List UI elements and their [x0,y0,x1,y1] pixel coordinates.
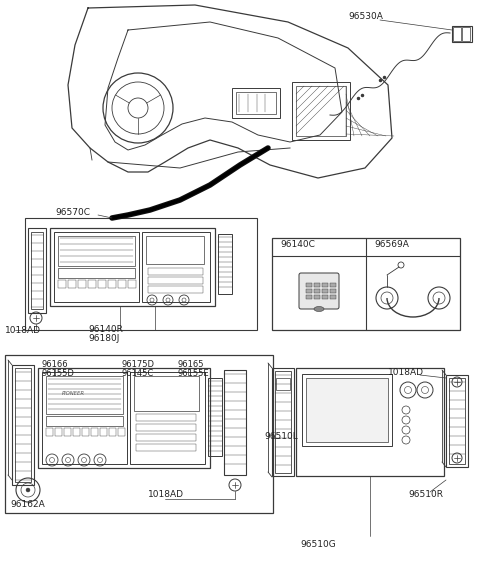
Text: 1018AD: 1018AD [148,490,184,499]
Text: 96162A: 96162A [10,500,45,509]
Bar [118,428,125,436]
Bar [109,428,116,436]
Bar [68,280,76,288]
Bar [38,368,210,468]
Text: 1018AD: 1018AD [388,368,424,377]
Text: 96530A: 96530A [348,12,383,21]
Bar [236,92,276,114]
Bar [78,280,86,288]
Text: 96175D: 96175D [122,360,155,369]
Bar [224,370,246,475]
Bar [276,378,290,390]
Bar [306,283,312,287]
Bar [232,88,280,118]
Bar [330,283,336,287]
Bar [446,375,468,467]
Bar [5,355,273,513]
Bar [50,228,215,306]
Bar [28,228,46,313]
Bar [453,27,461,41]
Text: 96510R: 96510R [408,490,443,499]
Text: 96510G: 96510G [300,540,336,549]
Bar [302,374,392,446]
Text: 96570C: 96570C [55,208,90,217]
Bar [142,232,210,302]
Bar [64,428,71,436]
Bar [136,434,196,441]
Bar [296,368,444,476]
Bar [148,286,203,293]
Bar [54,232,139,302]
Bar [146,236,204,264]
Bar [73,428,80,436]
Bar [108,280,116,288]
Bar [306,295,312,299]
Bar [314,283,320,287]
Bar [322,295,328,299]
Bar [46,428,53,436]
Bar [314,289,320,293]
FancyBboxPatch shape [299,273,339,309]
Bar [46,416,123,426]
Bar [218,234,232,294]
Bar [55,428,62,436]
Bar [136,424,196,431]
Ellipse shape [314,307,324,311]
Bar [272,368,294,476]
Bar [292,82,350,140]
Bar [100,428,107,436]
Text: 96510L: 96510L [264,432,298,441]
Bar [462,27,470,41]
Text: 96140C: 96140C [280,240,315,249]
Bar [42,372,127,464]
Bar [330,295,336,299]
Bar [12,365,34,485]
Bar [306,289,312,293]
Bar [31,232,43,309]
Bar [46,376,123,414]
Bar [118,280,126,288]
Bar [130,372,205,464]
Bar [91,428,98,436]
Bar [208,378,222,456]
Bar [148,277,203,284]
Text: 96155E: 96155E [178,369,210,378]
Text: 96140R: 96140R [88,325,123,334]
Bar [25,218,257,330]
Bar [98,280,106,288]
Bar [452,26,472,42]
Bar [296,86,346,136]
Bar [322,283,328,287]
Bar [58,280,66,288]
Text: 96569A: 96569A [374,240,409,249]
Text: 96145C: 96145C [122,369,154,378]
Bar [322,289,328,293]
Text: 1018AD: 1018AD [5,326,41,335]
Bar [330,289,336,293]
Bar [58,268,135,278]
Bar [15,368,31,482]
Bar [128,280,136,288]
Bar [136,444,196,451]
Bar [136,414,196,421]
Text: PIONEER: PIONEER [62,390,85,395]
Bar [88,280,96,288]
Bar [306,378,388,442]
Bar [275,371,291,473]
Bar [272,238,460,330]
Text: 96166: 96166 [42,360,69,369]
Bar [82,428,89,436]
Bar [449,378,465,464]
Bar [58,236,135,266]
Bar [314,295,320,299]
Bar [148,268,203,275]
Text: 96180J: 96180J [88,334,120,343]
Bar [134,376,199,411]
Circle shape [26,488,30,492]
Text: 96155D: 96155D [42,369,75,378]
Text: 96165: 96165 [178,360,204,369]
